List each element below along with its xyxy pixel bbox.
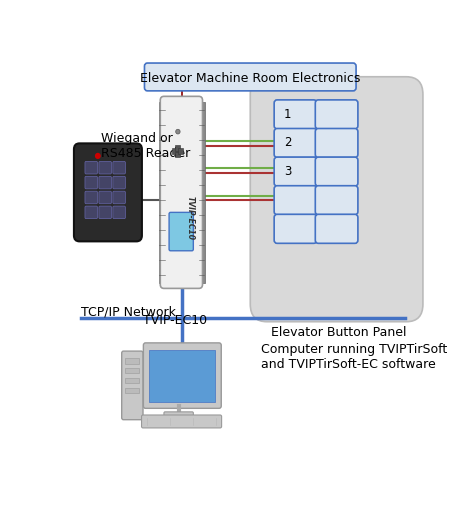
FancyBboxPatch shape [173,149,178,154]
FancyBboxPatch shape [122,351,143,420]
FancyBboxPatch shape [113,206,125,219]
FancyBboxPatch shape [315,157,358,186]
FancyBboxPatch shape [315,100,358,129]
Text: 3: 3 [284,165,291,178]
FancyBboxPatch shape [74,144,142,241]
Text: Wiegand or
RS485 Reader: Wiegand or RS485 Reader [101,132,191,160]
Text: Elevator Button Panel: Elevator Button Panel [271,326,406,338]
FancyBboxPatch shape [160,96,202,289]
FancyBboxPatch shape [125,358,139,363]
FancyBboxPatch shape [315,186,358,215]
FancyBboxPatch shape [99,176,111,189]
FancyBboxPatch shape [178,149,183,154]
FancyBboxPatch shape [274,157,317,186]
Text: TVIP-EC10: TVIP-EC10 [143,314,207,327]
Text: Elevator Machine Room Electronics: Elevator Machine Room Electronics [140,72,360,85]
FancyBboxPatch shape [113,176,125,189]
FancyBboxPatch shape [274,100,317,129]
FancyBboxPatch shape [125,368,139,374]
FancyBboxPatch shape [85,206,98,219]
FancyBboxPatch shape [169,212,193,251]
Text: 2: 2 [284,136,291,150]
FancyBboxPatch shape [315,128,358,157]
FancyBboxPatch shape [250,77,423,322]
FancyBboxPatch shape [99,206,111,219]
FancyBboxPatch shape [199,102,205,283]
FancyBboxPatch shape [125,378,139,383]
Text: Computer running TVIPTirSoft
and TVIPTirSoft-EC software: Computer running TVIPTirSoft and TVIPTir… [261,343,447,371]
FancyBboxPatch shape [99,191,111,204]
FancyBboxPatch shape [85,161,98,174]
Circle shape [95,153,101,159]
Text: TVIP-EC10: TVIP-EC10 [185,196,194,240]
FancyBboxPatch shape [145,63,356,91]
FancyBboxPatch shape [175,146,181,151]
FancyBboxPatch shape [149,350,215,402]
FancyBboxPatch shape [85,176,98,189]
Circle shape [176,129,180,134]
FancyBboxPatch shape [113,191,125,204]
FancyBboxPatch shape [142,415,222,428]
FancyBboxPatch shape [274,128,317,157]
FancyBboxPatch shape [113,161,125,174]
FancyBboxPatch shape [175,152,181,157]
FancyBboxPatch shape [143,343,221,408]
Text: TCP/IP Network: TCP/IP Network [82,305,176,319]
FancyBboxPatch shape [159,102,165,283]
FancyBboxPatch shape [164,412,193,420]
FancyBboxPatch shape [99,161,111,174]
FancyBboxPatch shape [274,186,317,215]
FancyBboxPatch shape [125,387,139,393]
Text: 1: 1 [284,108,291,121]
FancyBboxPatch shape [315,214,358,243]
FancyBboxPatch shape [274,214,317,243]
FancyBboxPatch shape [85,191,98,204]
